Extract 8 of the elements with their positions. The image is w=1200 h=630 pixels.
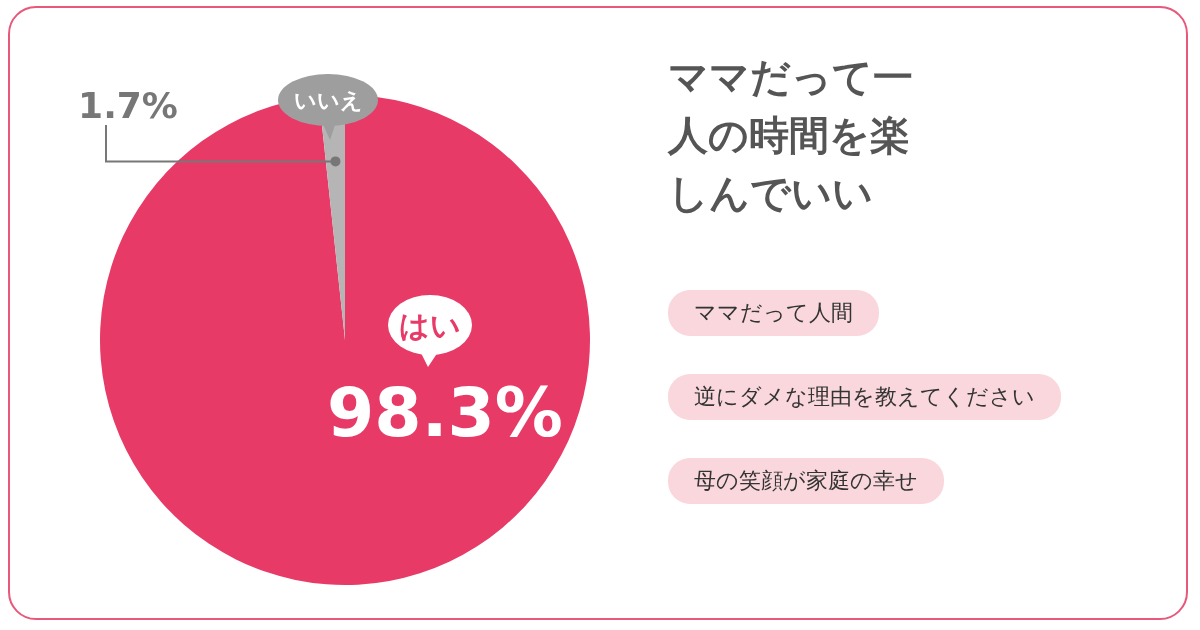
slice-label: いいえ xyxy=(293,88,363,113)
slice-label: はい xyxy=(399,308,461,343)
text: 逆にダメな理由を教えてください xyxy=(668,374,1061,420)
data-label: 1.7% xyxy=(78,85,178,126)
data-label: 98.3% xyxy=(327,373,563,452)
text: ママだって人間 xyxy=(668,290,879,336)
text: ママだって一人の時間を楽しんでいい xyxy=(668,53,914,218)
text: 母の笑顔が家庭の幸せ xyxy=(668,458,944,504)
